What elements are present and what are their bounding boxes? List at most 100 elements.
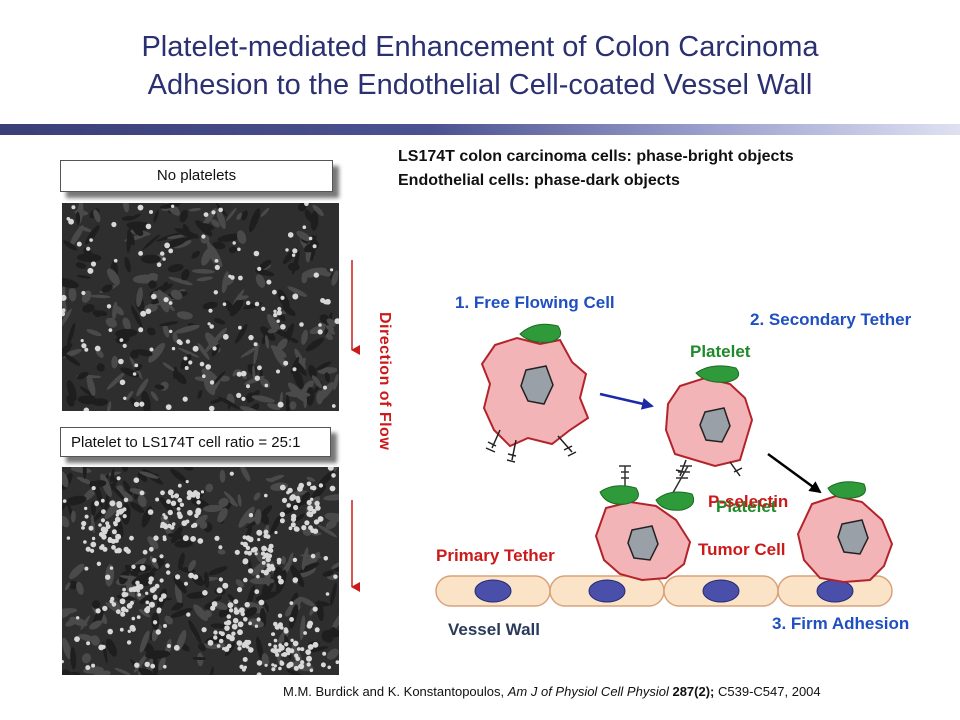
endothelial-texture: [105, 602, 126, 616]
phase-bright-cell: [317, 329, 323, 335]
phase-bright-cell: [236, 640, 243, 646]
endothelial-texture: [62, 343, 73, 362]
endothelial-texture: [148, 342, 165, 363]
phase-bright-cell: [184, 366, 189, 370]
endothelial-texture: [170, 289, 183, 300]
phase-bright-cell: [245, 545, 251, 551]
phase-bright-cell: [203, 212, 209, 217]
endothelial-texture: [311, 375, 323, 389]
phase-bright-cell: [266, 556, 270, 560]
phase-bright-cell: [116, 476, 121, 481]
phase-bright-cell: [162, 513, 166, 517]
endothelial-texture: [89, 294, 111, 299]
endothelial-texture: [109, 483, 126, 502]
endothelial-texture: [164, 615, 174, 625]
endothelial-texture: [172, 602, 184, 611]
phase-bright-cell: [256, 660, 263, 666]
endothelial-texture: [176, 311, 193, 320]
phase-bright-cell: [256, 672, 262, 675]
endothelial-texture: [161, 281, 168, 292]
phase-bright-cell: [137, 204, 144, 211]
phase-bright-cell: [247, 550, 253, 556]
phase-bright-cell: [241, 643, 247, 649]
phase-bright-cell: [96, 561, 102, 566]
phase-bright-cell: [123, 396, 127, 400]
endothelial-texture: [63, 240, 77, 251]
phase-bright-cell: [308, 236, 313, 241]
endothelial-texture: [261, 653, 270, 667]
phase-bright-cell: [276, 557, 282, 563]
endothelial-texture: [265, 334, 270, 349]
phase-bright-cell: [290, 522, 296, 528]
endothelial-texture: [148, 280, 157, 289]
endothelial-texture: [139, 668, 154, 675]
endothelial-texture: [75, 262, 87, 269]
endothelial-texture: [125, 390, 134, 401]
phase-bright-cell: [248, 513, 254, 518]
phase-bright-cell: [129, 600, 134, 606]
endothelial-texture: [237, 494, 242, 507]
endothelial-texture: [244, 607, 258, 618]
endothelial-texture: [317, 367, 338, 375]
endothelial-texture: [135, 349, 153, 357]
endothelial-texture: [287, 382, 307, 403]
phase-bright-cell: [270, 648, 275, 653]
phase-bright-cell: [130, 626, 136, 632]
cell-nucleus: [699, 407, 731, 443]
phase-bright-cell: [137, 592, 141, 597]
phase-bright-cell: [186, 495, 192, 501]
phase-bright-cell: [131, 564, 136, 569]
endothelial-texture: [76, 581, 84, 595]
phase-bright-cell: [243, 665, 247, 669]
phase-bright-cell: [111, 602, 117, 607]
phase-bright-cell: [173, 644, 180, 651]
phase-bright-cell: [171, 522, 176, 526]
phase-bright-cell: [193, 490, 198, 496]
phase-bright-cell: [280, 295, 285, 300]
endothelial-texture: [105, 638, 118, 657]
phase-bright-cell: [233, 599, 239, 605]
phase-bright-cell: [91, 536, 96, 541]
phase-bright-cell: [248, 647, 254, 653]
phase-bright-cell: [126, 640, 132, 645]
endothelial-texture: [86, 329, 102, 337]
phase-bright-cell: [119, 627, 124, 632]
phase-bright-cell: [260, 551, 266, 556]
endothelial-texture: [142, 234, 160, 250]
endothelial-texture: [235, 295, 249, 301]
phase-bright-cell: [185, 519, 190, 524]
micrograph-no-platelets: [62, 203, 339, 411]
slide-title: Platelet-mediated Enhancement of Colon C…: [0, 28, 960, 104]
endothelial-texture: [310, 485, 327, 501]
phase-bright-cell: [125, 608, 129, 613]
phase-bright-cell: [160, 251, 165, 256]
phase-bright-cell: [278, 644, 285, 651]
endothelial-texture: [195, 220, 213, 236]
cell-nucleus: [837, 519, 869, 555]
phase-bright-cell: [260, 569, 265, 574]
endothelial-texture: [201, 247, 213, 266]
endothelial-texture: [260, 505, 273, 518]
endothelial-texture: [109, 476, 118, 482]
phase-bright-cell: [254, 589, 260, 595]
phase-bright-cell: [177, 497, 183, 503]
endothelial-texture: [312, 204, 324, 217]
phase-bright-cell: [167, 489, 174, 496]
endothelial-texture: [82, 304, 95, 313]
phase-bright-cell: [159, 578, 164, 583]
title-line-1: Platelet-mediated Enhancement of Colon C…: [141, 31, 819, 63]
phase-bright-cell: [226, 643, 232, 649]
phase-bright-cell: [307, 644, 314, 650]
phase-bright-cell: [162, 537, 167, 542]
phase-bright-cell: [281, 653, 285, 657]
phase-bright-cell: [139, 401, 145, 407]
phase-bright-cell: [133, 401, 140, 408]
phase-bright-cell: [287, 232, 294, 238]
phase-bright-cell: [310, 486, 314, 490]
phase-bright-cell: [196, 500, 201, 505]
endothelial-texture: [150, 391, 159, 401]
endothelial-texture: [264, 601, 269, 612]
phase-bright-cell: [216, 587, 223, 594]
phase-bright-cell: [264, 493, 268, 498]
phase-bright-cell: [286, 490, 290, 495]
